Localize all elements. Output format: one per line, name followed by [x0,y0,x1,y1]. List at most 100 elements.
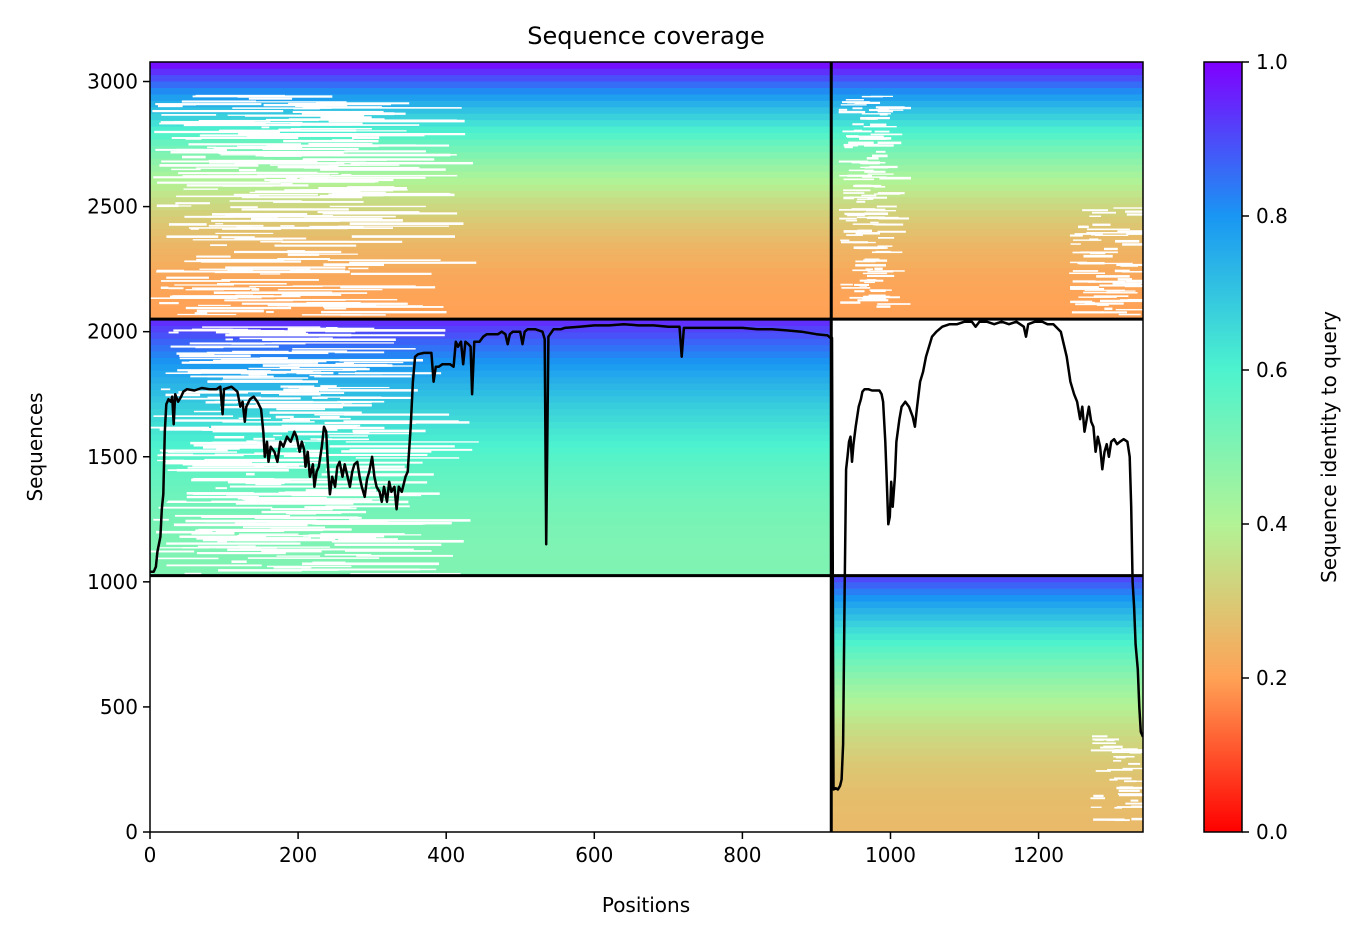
gap-streak [293,107,320,110]
block-stripe [150,158,832,166]
gap-streak [1124,780,1137,783]
gap-streak [183,123,301,127]
gap-streak [270,528,352,531]
gap-streak [1069,261,1088,264]
block-stripe [831,106,1143,114]
gap-streak [166,276,209,279]
gap-streak [198,119,255,123]
gap-streak [255,154,346,157]
gap-streak [350,272,432,275]
gap-streak [288,102,391,106]
gap-streak [175,202,210,205]
gap-streak [849,296,876,299]
gap-streak [157,454,244,457]
block-stripe [150,80,832,89]
gap-streak [199,268,311,270]
block-stripe [831,684,1143,692]
gap-streak [337,334,445,337]
gap-streak [838,108,848,111]
gap-streak [197,545,253,548]
gap-streak [877,245,893,247]
gap-streak [1099,284,1134,287]
block-stripe [150,472,832,480]
gap-streak [207,146,216,149]
block-stripe [150,562,832,570]
block-stripe [150,267,832,275]
gap-streak [230,159,318,163]
gap-streak [843,178,874,181]
gap-streak [193,444,292,447]
block-stripe [831,613,1143,621]
block-stripe [150,543,832,551]
block-stripe [150,280,832,288]
gap-streak [866,208,886,212]
gap-streak [217,546,331,548]
gap-streak [330,107,462,109]
gap-streak [1092,742,1116,745]
gap-streak [186,492,254,495]
gap-streak [303,158,435,161]
block-stripe [150,235,832,243]
gap-streak [1084,302,1124,305]
gap-streak [318,187,408,190]
block-stripe [150,453,832,461]
gap-streak [184,260,240,263]
gap-streak [282,426,385,430]
y-tick-label: 2500 [87,195,138,219]
gap-streak [174,419,245,422]
gap-streak [177,313,237,316]
gap-streak [867,270,894,273]
gap-streak [319,536,377,539]
gap-streak [309,225,364,228]
block-stripe [150,524,832,532]
gap-streak [1116,806,1143,808]
gap-streak [321,311,447,314]
gap-streak [1118,789,1140,792]
gap-streak [310,364,371,366]
gap-streak [192,523,251,526]
block-stripe [150,145,832,153]
gap-streak [295,433,322,436]
block-stripe [831,254,1143,262]
gap-streak [840,239,850,242]
block-stripe [150,421,832,429]
gap-streak [280,225,295,227]
gap-streak [185,306,292,310]
gap-streak [855,260,876,263]
gap-streak [288,305,423,307]
block-stripe [831,632,1143,640]
colorbar-tick-label: 0.8 [1256,204,1288,228]
gap-streak [242,370,271,372]
gap-streak [862,298,887,301]
block-stripe [150,402,832,410]
gap-streak [338,225,449,227]
gap-streak [844,212,865,215]
gap-streak [160,121,203,124]
gap-streak [344,550,432,552]
block-stripe [831,228,1143,236]
gap-streak [244,114,365,117]
gap-streak [230,206,258,209]
gap-streak [161,450,175,453]
gap-streak [855,135,884,138]
block-stripe [831,748,1143,756]
gap-streak [284,189,408,191]
gap-streak [866,274,895,278]
gap-streak [278,128,301,131]
gap-streak [861,113,891,115]
block-stripe [150,261,832,269]
gap-streak [348,421,470,424]
gap-streak [298,512,342,514]
gap-streak [175,205,192,207]
gap-streak [348,474,404,477]
gap-streak [878,210,897,212]
gap-streak [341,450,432,453]
gap-streak [225,266,346,269]
gap-streak [1092,296,1110,298]
gap-streak [227,114,284,116]
gap-streak [868,109,890,112]
gap-streak [261,126,270,129]
gap-streak [1114,777,1132,780]
gap-streak [838,110,866,114]
gap-streak [215,223,224,225]
